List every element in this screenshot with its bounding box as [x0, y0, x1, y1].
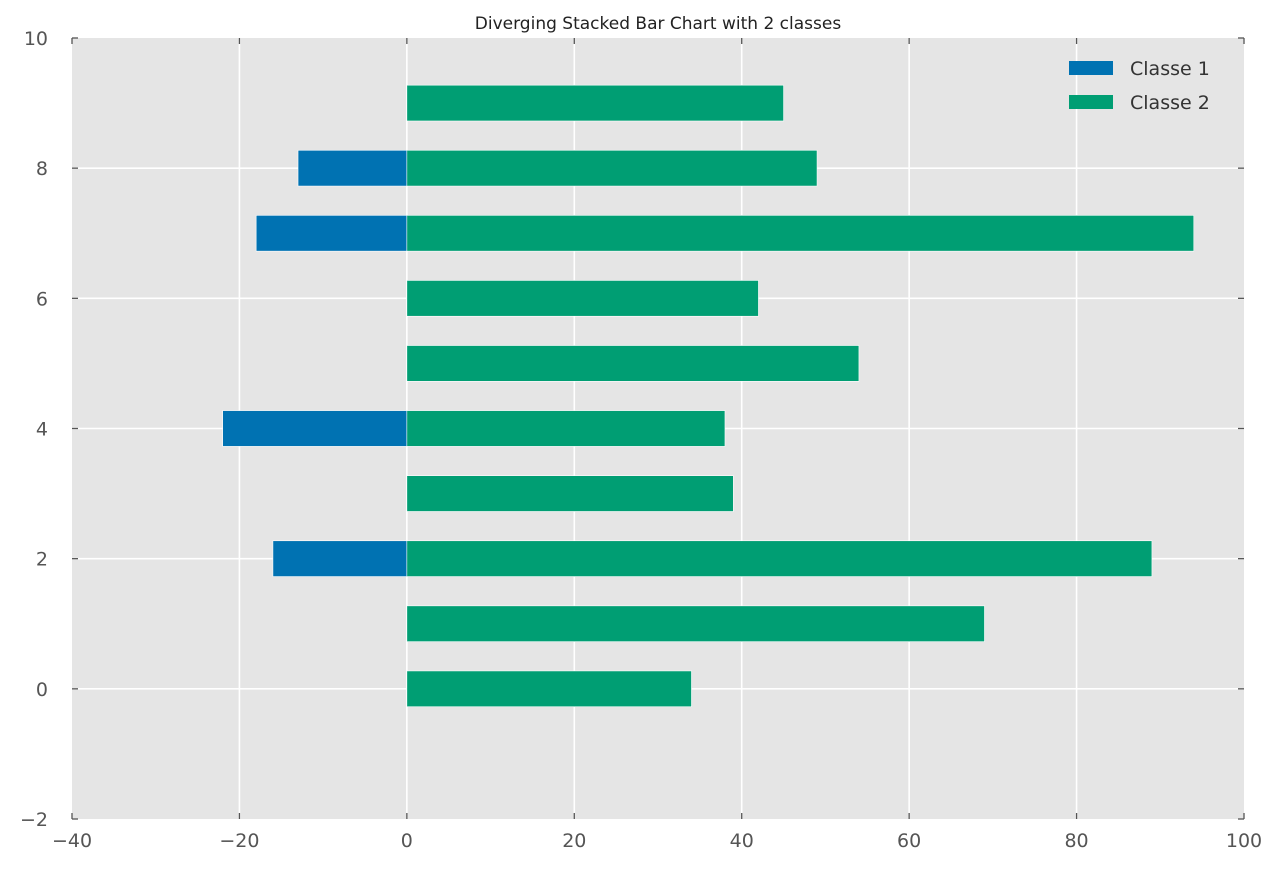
y-tick-label: 0: [36, 679, 48, 701]
tick-marks: [71, 37, 1245, 820]
y-tick-label: 4: [36, 419, 48, 441]
bar-series-2-row-9: [406, 84, 784, 122]
bar-series-1-row-7: [255, 215, 408, 252]
bar-series-2-row-4: [406, 410, 726, 447]
y-tick-label: 10: [24, 28, 48, 50]
bars: [222, 84, 1195, 708]
bar-series-2-row-6: [406, 280, 759, 317]
bar-series-2-row-0: [406, 670, 692, 708]
x-tick-label: 0: [401, 830, 413, 852]
legend-label-2: Classe 2: [1130, 92, 1210, 114]
bar-series-2-row-3: [406, 475, 734, 512]
bar-series-2-row-1: [406, 605, 985, 642]
legend-swatch-2: [1069, 95, 1113, 109]
x-tick-labels: −40 −20 0 20 40 60 80 100: [52, 830, 1262, 852]
x-tick-label: 80: [1064, 830, 1088, 852]
y-tick-labels: −2 0 2 4 6 8 10: [20, 28, 48, 831]
chart-title: Diverging Stacked Bar Chart with 2 class…: [475, 14, 842, 34]
x-tick-label: 60: [897, 830, 921, 852]
x-tick-label: 20: [562, 830, 586, 852]
y-tick-label: 8: [36, 158, 48, 180]
y-tick-label: 6: [36, 288, 48, 310]
x-tick-label: −40: [52, 830, 92, 852]
bar-series-2-row-8: [406, 149, 818, 187]
x-tick-label: 40: [730, 830, 754, 852]
x-tick-label: 100: [1226, 830, 1262, 852]
bar-series-2-row-7: [406, 215, 1195, 252]
bar-series-1-row-4: [222, 410, 408, 447]
y-tick-label: −2: [20, 809, 48, 831]
bar-series-2-row-5: [406, 345, 860, 382]
bar-series-1-row-8: [297, 149, 408, 187]
legend-label-1: Classe 1: [1130, 58, 1210, 80]
bar-series-1-row-2: [272, 540, 408, 577]
legend: Classe 1 Classe 2: [1069, 58, 1210, 114]
bar-series-2-row-2: [406, 540, 1153, 577]
x-tick-label: −20: [219, 830, 259, 852]
legend-swatch-1: [1069, 61, 1113, 75]
y-tick-label: 2: [36, 549, 48, 571]
